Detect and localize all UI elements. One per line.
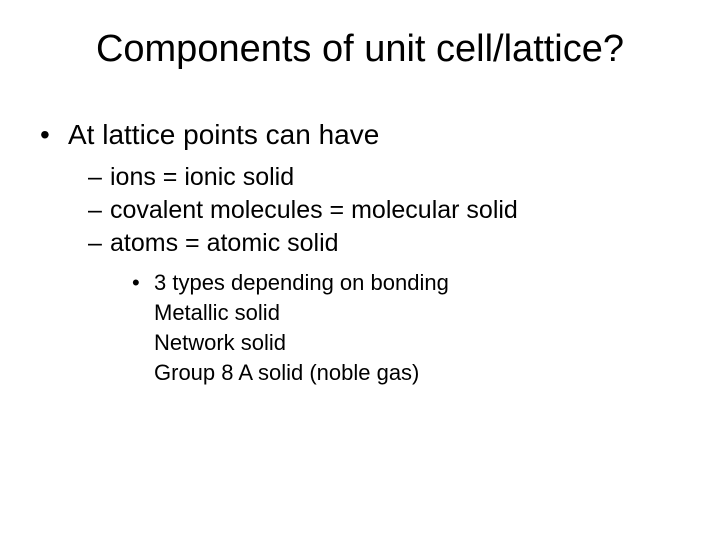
- bullet-level4: Group 8 A solid (noble gas): [154, 360, 680, 386]
- level3-text: 3 types depending on bonding: [154, 270, 449, 296]
- slide-container: Components of unit cell/lattice? • At la…: [0, 0, 720, 540]
- level4-item2: Network solid: [154, 330, 286, 356]
- level4-item3: Group 8 A solid (noble gas): [154, 360, 419, 386]
- dash-icon: –: [88, 196, 110, 225]
- bullet-level4: Network solid: [154, 330, 680, 356]
- bullet-level2: – ions = ionic solid: [88, 163, 680, 192]
- bullet-level1: • At lattice points can have: [40, 119, 680, 151]
- level1-text: At lattice points can have: [68, 119, 379, 151]
- level2-item3: atoms = atomic solid: [110, 229, 339, 258]
- bullet-level2: – atoms = atomic solid: [88, 229, 680, 258]
- level2-item1: ions = ionic solid: [110, 163, 294, 192]
- bullet-dot-icon: •: [132, 270, 154, 296]
- slide-title: Components of unit cell/lattice?: [40, 28, 680, 71]
- bullet-level3: • 3 types depending on bonding: [132, 270, 680, 296]
- dash-icon: –: [88, 229, 110, 258]
- level4-item1: Metallic solid: [154, 300, 280, 326]
- level2-item2: covalent molecules = molecular solid: [110, 196, 518, 225]
- bullet-dot-icon: •: [40, 119, 68, 151]
- bullet-level2: – covalent molecules = molecular solid: [88, 196, 680, 225]
- dash-icon: –: [88, 163, 110, 192]
- bullet-level4: Metallic solid: [154, 300, 680, 326]
